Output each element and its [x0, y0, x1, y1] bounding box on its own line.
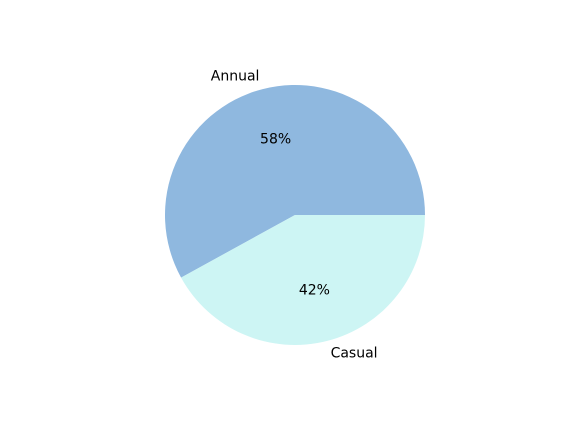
pie-labels: Annual 58% Casual 42%: [211, 68, 378, 361]
pie-slice-annual: [165, 85, 426, 278]
slice-label-annual: Annual: [211, 68, 260, 84]
percent-label-annual: 58%: [260, 131, 291, 147]
slice-label-casual: Casual: [331, 346, 378, 362]
percent-label-casual: 42%: [299, 283, 330, 299]
pie-slices: [165, 85, 426, 346]
pie-slice-casual: [181, 215, 425, 346]
